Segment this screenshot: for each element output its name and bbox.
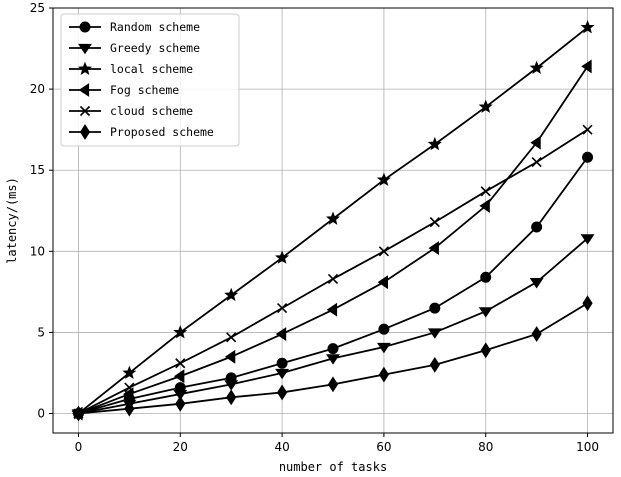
legend-item: Proposed scheme xyxy=(69,124,214,140)
legend-label: Proposed scheme xyxy=(110,125,214,139)
y-tick-label: 25 xyxy=(30,1,45,15)
data-point-marker xyxy=(276,384,288,401)
data-point-marker xyxy=(325,211,341,225)
data-point-marker xyxy=(378,323,390,335)
data-point-marker xyxy=(276,357,288,369)
data-point-marker xyxy=(175,358,186,369)
x-tick-label: 100 xyxy=(576,440,599,454)
data-point-marker xyxy=(582,124,593,135)
legend-label: Random scheme xyxy=(110,20,200,34)
data-point-marker xyxy=(124,400,135,417)
y-tick-label: 15 xyxy=(30,163,45,177)
x-tick-label: 60 xyxy=(376,440,391,454)
legend-box xyxy=(60,13,240,147)
plot-frame xyxy=(52,7,614,434)
y-tick-label: 0 xyxy=(37,407,45,421)
series-5 xyxy=(73,295,593,422)
x-tick-label: 40 xyxy=(274,440,289,454)
data-point-marker xyxy=(530,135,541,150)
data-point-marker xyxy=(531,326,542,342)
data-point-marker xyxy=(582,295,593,312)
data-point-marker xyxy=(275,368,290,380)
legend-marker xyxy=(79,105,91,117)
data-point-marker xyxy=(123,387,134,402)
data-point-marker xyxy=(480,271,492,283)
data-point-marker xyxy=(427,328,442,339)
data-point-marker xyxy=(275,250,290,264)
y-tick-label: 20 xyxy=(30,82,45,96)
series-3 xyxy=(72,59,592,421)
data-point-marker xyxy=(173,325,188,339)
data-point-marker xyxy=(173,389,188,401)
data-point-marker xyxy=(531,157,542,168)
data-point-marker xyxy=(377,275,389,290)
y-tick-label: 10 xyxy=(30,244,45,258)
data-point-marker xyxy=(531,221,543,233)
data-point-marker xyxy=(479,198,490,213)
data-point-marker xyxy=(376,172,391,186)
legend-marker xyxy=(78,43,92,55)
data-point-marker xyxy=(173,369,185,384)
data-point-marker xyxy=(529,278,544,289)
data-point-marker xyxy=(429,356,440,373)
data-point-marker xyxy=(122,365,137,379)
data-point-marker xyxy=(582,151,594,163)
data-point-marker xyxy=(580,234,595,245)
y-axis-title: latency/(ms) xyxy=(5,177,19,264)
legend-item: cloud scheme xyxy=(69,104,193,118)
series-line xyxy=(78,128,589,415)
data-point-marker xyxy=(226,332,237,343)
data-point-marker xyxy=(529,60,544,74)
data-point-marker xyxy=(480,186,491,197)
legend-item: local scheme xyxy=(69,61,193,76)
series-lines xyxy=(71,20,595,422)
data-point-marker xyxy=(277,303,288,314)
data-point-marker xyxy=(73,405,84,422)
legend: Random scheme Greedy scheme local scheme Fo… xyxy=(60,13,240,147)
data-point-marker xyxy=(581,59,592,74)
x-tick-label: 20 xyxy=(173,440,188,454)
y-tick-label: 5 xyxy=(37,325,45,339)
x-tick-label: 0 xyxy=(75,440,83,454)
x-tick-label: 80 xyxy=(478,440,493,454)
data-point-marker xyxy=(376,342,391,354)
data-point-marker xyxy=(224,287,239,302)
legend-marker xyxy=(79,124,91,140)
data-point-marker xyxy=(478,99,493,113)
data-point-marker xyxy=(378,246,389,257)
data-point-marker xyxy=(224,380,239,391)
data-point-marker xyxy=(429,302,441,314)
legend-item: Greedy scheme xyxy=(69,41,200,55)
legend-marker xyxy=(79,21,91,33)
legend-item: Random scheme xyxy=(69,20,200,34)
data-point-marker xyxy=(326,302,338,317)
legend-marker xyxy=(78,83,90,97)
data-point-marker xyxy=(428,241,439,256)
data-point-marker xyxy=(327,376,339,393)
data-point-marker xyxy=(427,136,442,151)
data-point-marker xyxy=(224,349,236,364)
data-point-marker xyxy=(378,366,390,383)
data-point-marker xyxy=(478,307,493,318)
data-point-marker xyxy=(124,382,135,393)
legend-marker xyxy=(77,61,93,75)
legend-label: Fog scheme xyxy=(110,83,179,97)
data-point-marker xyxy=(226,389,237,406)
data-point-marker xyxy=(327,273,339,284)
data-point-marker xyxy=(429,217,440,228)
data-point-marker xyxy=(480,342,491,359)
data-point-marker xyxy=(580,20,595,34)
data-point-marker xyxy=(175,395,186,412)
legend-label: local scheme xyxy=(110,62,193,76)
axis-ticks: 0 20 40 60 80 100 0 5 10 15 20 25 xyxy=(30,1,599,454)
legend-label: cloud scheme xyxy=(110,104,193,118)
data-point-marker xyxy=(275,327,287,341)
legend-label: Greedy scheme xyxy=(110,41,200,55)
data-point-marker xyxy=(327,343,339,355)
data-point-marker xyxy=(326,354,340,365)
x-axis-title: number of tasks xyxy=(279,460,387,474)
legend-item: Fog scheme xyxy=(69,83,179,97)
